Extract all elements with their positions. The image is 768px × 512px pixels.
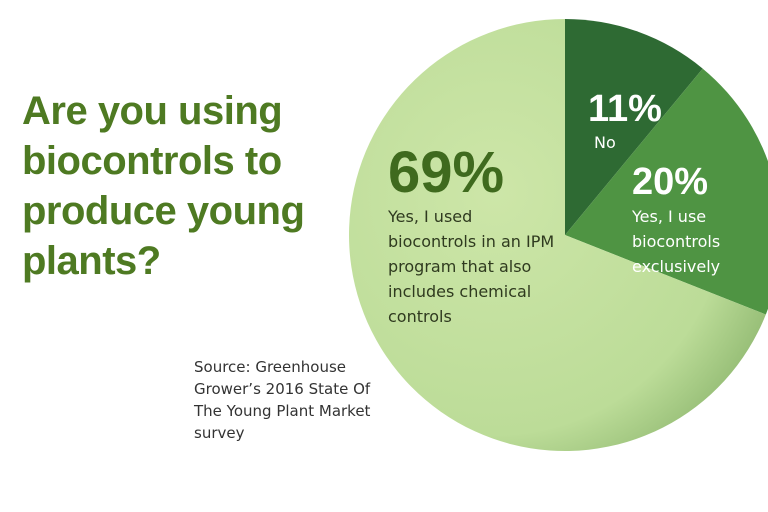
category-label: No [594,133,616,152]
category-label: Yes, I used biocontrols in an IPM progra… [388,207,555,326]
pie-slice [565,19,703,235]
slice-label: 11% No [580,88,670,155]
pie-slice [565,68,768,315]
category-label: Yes, I use biocontrols exclusively [632,207,721,276]
value-label: 11% [588,88,662,130]
slice-label: 69% Yes, I used biocontrols in an IPM pr… [388,142,558,329]
value-label: 69% [388,140,505,205]
value-label: 20% [632,161,709,203]
pie-slice [348,19,766,451]
chart-title: Are you using biocontrols to produce you… [22,89,305,283]
source-note: Source: Greenhouse Grower’s 2016 State O… [194,358,371,442]
slice-label: 20% Yes, I use biocontrols exclusively [632,160,742,279]
